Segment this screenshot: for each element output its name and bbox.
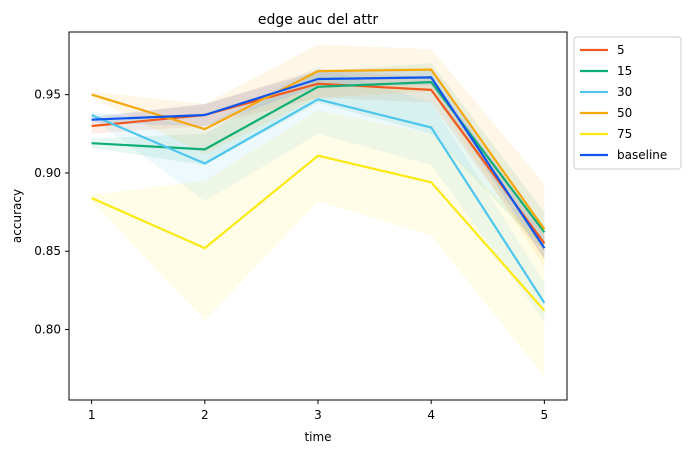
- line-series-4: [91, 154, 546, 312]
- x-tick-label: 1: [88, 408, 96, 422]
- confidence-bands: [91, 44, 545, 377]
- legend-label: 5: [617, 43, 625, 57]
- band-series-5: [91, 69, 545, 260]
- x-tick-label: 3: [314, 408, 322, 422]
- y-tick-label: 0.95: [34, 88, 61, 102]
- legend-label: baseline: [617, 148, 667, 162]
- legend-label: 15: [617, 64, 632, 78]
- y-axis-ticks: 0.80 0.85 0.90 0.95: [34, 88, 69, 337]
- legend-label: 50: [617, 106, 632, 120]
- x-tick-label: 5: [541, 408, 549, 422]
- y-tick-label: 0.85: [34, 244, 61, 258]
- band-series-1: [91, 63, 545, 252]
- y-tick-label: 0.80: [34, 323, 61, 337]
- chart-title: edge auc del attr: [258, 12, 378, 28]
- y-tick-label: 0.90: [34, 166, 61, 180]
- line-series-2: [91, 98, 546, 304]
- x-axis-ticks: 1 2 3 4 5: [88, 400, 548, 422]
- band-series-2: [91, 66, 545, 322]
- x-axis-label: time: [304, 430, 331, 444]
- series-lines: [91, 68, 546, 312]
- legend: 5 15 30 50 75 baseline: [573, 36, 682, 170]
- legend-label: 30: [617, 85, 632, 99]
- band-series-0: [91, 69, 545, 260]
- y-axis-label: accuracy: [10, 189, 24, 243]
- x-tick-label: 2: [201, 408, 209, 422]
- band-series-4: [91, 110, 545, 377]
- line-series-5: [91, 76, 546, 249]
- x-tick-label: 4: [427, 408, 435, 422]
- legend-label: 75: [617, 127, 632, 141]
- band-series-3: [91, 44, 545, 267]
